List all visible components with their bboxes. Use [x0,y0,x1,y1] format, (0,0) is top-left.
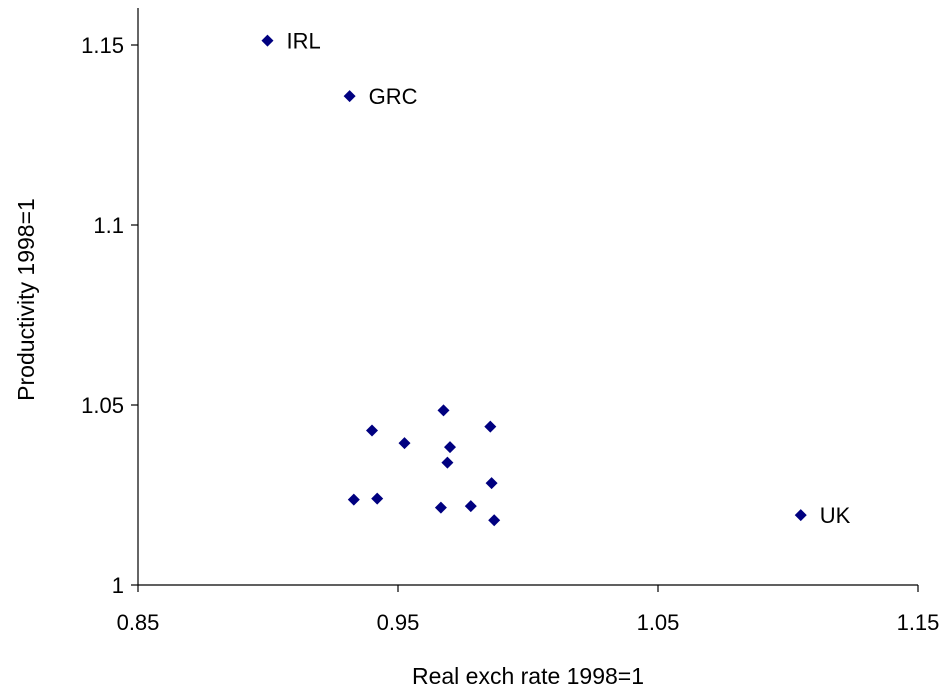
point-label: UK [820,503,851,528]
data-point [398,437,411,450]
data-point [371,492,384,505]
x-tick-label: 0.95 [377,610,420,635]
data-points: IRL GRC UK [261,29,851,528]
data-point [441,456,454,469]
x-tick-label: 0.85 [117,610,160,635]
axes [137,8,918,586]
data-point [343,90,356,103]
data-point [488,514,501,527]
data-point [347,493,360,506]
y-tick-label: 1.15 [81,33,124,58]
data-point [464,500,477,513]
data-point [444,441,456,454]
y-tick-label: 1 [112,573,124,598]
x-axis-ticks: 0.85 0.95 1.05 1.15 [117,585,940,635]
data-point [434,501,447,514]
y-axis-title: Productivity 1998=1 [13,198,39,401]
data-point [261,34,274,47]
point-label: IRL [286,29,320,54]
x-axis-title: Real exch rate 1998=1 [412,663,644,689]
y-tick-label: 1.05 [81,393,124,418]
point-label: GRC [369,84,418,109]
data-point [366,424,378,437]
y-axis-ticks: 1 1.05 1.1 1.15 [81,33,138,598]
data-point [794,509,807,522]
data-point [437,404,450,417]
data-point [484,420,497,433]
x-tick-label: 1.15 [897,610,940,635]
y-tick-label: 1.1 [93,213,124,238]
data-point [485,477,498,490]
x-tick-label: 1.05 [637,610,680,635]
